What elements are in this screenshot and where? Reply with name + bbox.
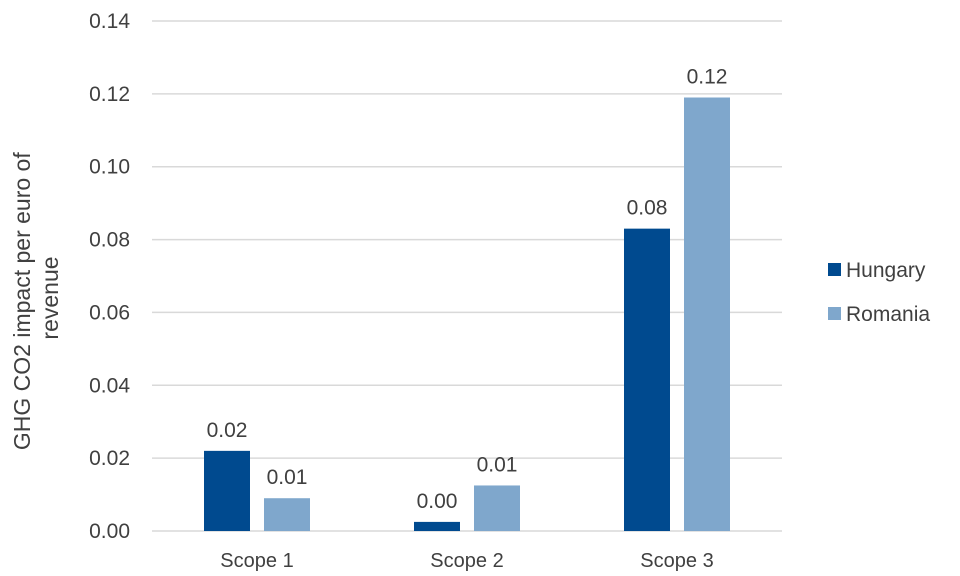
bar-hungary-scope-2 bbox=[414, 521, 460, 531]
bar-romania-scope-2 bbox=[474, 485, 520, 531]
y-tick-label: 0.04 bbox=[89, 374, 130, 397]
data-labels: 0.02 0.01 0.00 0.01 0.08 0.12 bbox=[207, 66, 728, 513]
y-tick-label: 0.00 bbox=[89, 520, 130, 543]
bar-romania-scope-1 bbox=[264, 498, 310, 531]
y-tick-label: 0.08 bbox=[89, 229, 130, 252]
legend-label-hungary: Hungary bbox=[846, 259, 926, 282]
data-label: 0.01 bbox=[267, 466, 308, 489]
data-label: 0.00 bbox=[417, 490, 458, 513]
data-label: 0.12 bbox=[687, 66, 728, 89]
legend-label-romania: Romania bbox=[846, 303, 930, 326]
data-label: 0.01 bbox=[477, 453, 518, 476]
y-tick-label: 0.06 bbox=[89, 301, 130, 324]
legend: Hungary Romania bbox=[828, 259, 930, 326]
y-tick-label: 0.14 bbox=[89, 10, 130, 33]
legend-swatch-hungary bbox=[828, 263, 841, 276]
y-axis-title: GHG CO2 impact per euro of revenue bbox=[9, 146, 63, 450]
y-axis-title-line-1: GHG CO2 impact per euro of bbox=[9, 152, 35, 450]
x-axis-categories: Scope 1 Scope 2 Scope 3 bbox=[220, 550, 713, 572]
y-axis-title-line-2: revenue bbox=[37, 256, 63, 339]
x-category-label: Scope 1 bbox=[220, 550, 293, 572]
x-category-label: Scope 2 bbox=[430, 550, 503, 572]
y-axis-ticks: 0.00 0.02 0.04 0.06 0.08 0.10 0.12 0.14 bbox=[89, 10, 130, 543]
y-tick-label: 0.12 bbox=[89, 83, 130, 106]
x-category-label: Scope 3 bbox=[640, 550, 713, 572]
y-tick-label: 0.02 bbox=[89, 447, 130, 470]
bar-hungary-scope-1 bbox=[204, 450, 250, 531]
bar-romania-scope-3 bbox=[684, 97, 730, 531]
legend-swatch-romania bbox=[828, 307, 841, 320]
y-tick-label: 0.10 bbox=[89, 156, 130, 179]
bar-hungary-scope-3 bbox=[624, 228, 670, 531]
data-label: 0.02 bbox=[207, 419, 248, 442]
gridlines bbox=[152, 20, 782, 532]
bars bbox=[204, 97, 730, 531]
data-label: 0.08 bbox=[627, 197, 668, 220]
